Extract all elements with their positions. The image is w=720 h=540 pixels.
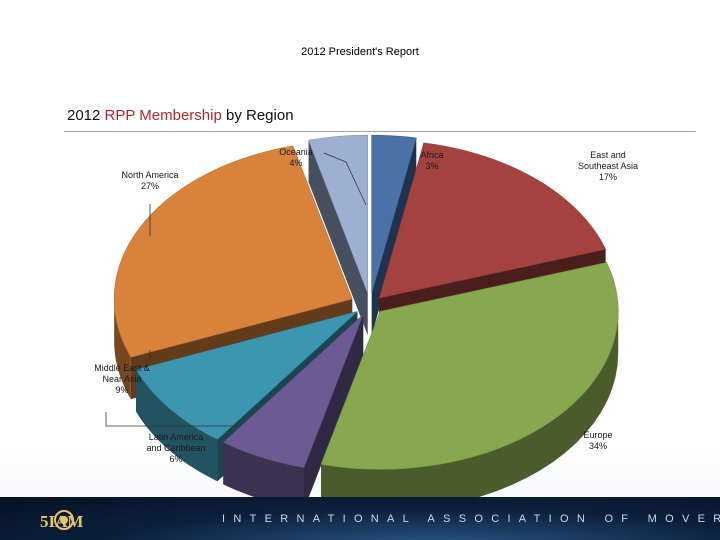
footer-bar: 5IAM INTERNATIONAL ASSOCIATION OF MOVERS	[0, 497, 720, 540]
label-line: Europe	[583, 430, 612, 440]
label-line: 4%	[289, 158, 302, 168]
pie-slice-africa	[371, 134, 417, 294]
label-oceania: Oceania 4%	[279, 147, 313, 168]
pie-side-north-america	[114, 299, 131, 400]
organization-name: INTERNATIONAL ASSOCIATION OF MOVERS	[222, 513, 720, 525]
chart-title-suffix: by Region	[221, 107, 294, 124]
pie-side-latin-america-and-caribbean	[223, 442, 304, 497]
label-latin-america-and-caribbean: Latin America and Caribbean 6%	[146, 432, 205, 464]
label-line: North America	[121, 170, 178, 180]
pie-slice-north-america	[113, 145, 353, 358]
label-line: 3%	[425, 161, 438, 171]
label-line: Oceania	[279, 147, 313, 157]
leader-oceania	[323, 152, 367, 206]
label-line: 17%	[599, 172, 617, 182]
pie-side-europe	[321, 311, 619, 497]
label-line: Latin America	[149, 432, 204, 442]
label-europe: Europe 34%	[583, 430, 612, 451]
label-leader-lines	[105, 152, 367, 427]
label-line: Middle East &	[94, 363, 150, 373]
chart-title: 2012 RPP Membership by Region	[67, 107, 294, 124]
label-line: Near Asia	[102, 374, 141, 384]
chart-title-prefix: 2012	[67, 107, 105, 124]
pie-side-middle-east-near-asia	[136, 369, 218, 482]
chart-title-highlight: RPP Membership	[104, 107, 222, 124]
pie-slice-east-and-southeast-asia	[378, 142, 607, 299]
label-line: 6%	[169, 454, 182, 464]
label-line: East and	[590, 150, 626, 160]
leader-latin-america-and-caribbean	[105, 412, 238, 427]
iam-logo: 5IAM	[40, 510, 83, 531]
label-east-and-southeast-asia: East and Southeast Asia 17%	[578, 150, 638, 182]
label-north-america: North America 27%	[121, 170, 178, 191]
report-title: 2012 President's Report	[301, 46, 419, 58]
label-line: and Caribbean	[146, 443, 205, 453]
slice-labels: Africa 3%East and Southeast Asia 17%Europe 3…	[94, 147, 638, 464]
pie-slice-oceania	[308, 134, 369, 294]
pie-slice-middle-east-near-asia	[135, 311, 358, 440]
label-africa: Africa 3%	[420, 150, 443, 171]
title-divider	[64, 131, 696, 132]
pie-wall-oceania-0	[308, 140, 368, 336]
logo-text: 5IAM	[40, 512, 83, 531]
pie-slice-europe	[320, 262, 619, 470]
pie-slice-latin-america-and-caribbean	[222, 314, 364, 468]
label-line: 34%	[589, 441, 607, 451]
label-line: Southeast Asia	[578, 161, 638, 171]
label-line: 9%	[115, 385, 128, 395]
pie-chart: Africa 3%East and Southeast Asia 17%Europe 3…	[94, 134, 638, 497]
label-line: 27%	[141, 181, 159, 191]
label-line: Africa	[420, 150, 443, 160]
pie-tops	[113, 134, 619, 470]
label-middle-east-near-asia: Middle East & Near Asia 9%	[94, 363, 150, 395]
